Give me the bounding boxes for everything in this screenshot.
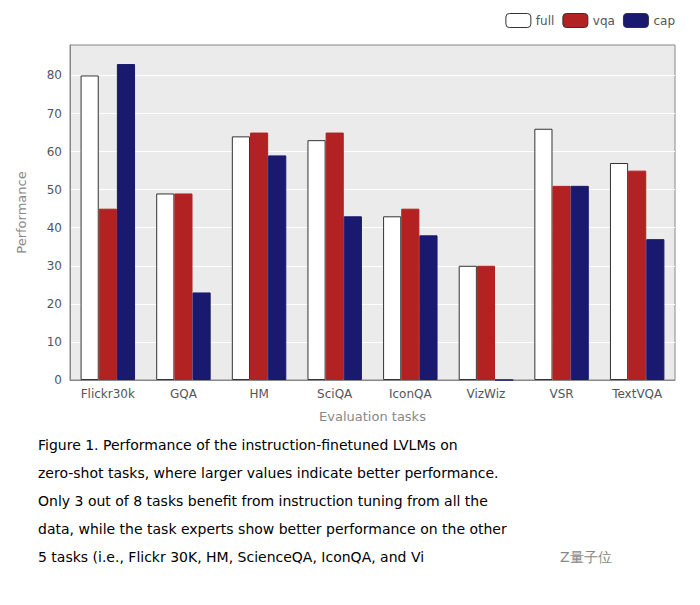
svg-text:VSR: VSR [549,387,573,401]
svg-text:Z量子位: Z量子位 [560,549,612,565]
svg-text:60: 60 [47,145,62,159]
svg-text:20: 20 [47,297,62,311]
svg-text:0: 0 [54,373,62,387]
svg-text:full: full [536,14,555,28]
svg-text:vqa: vqa [593,14,615,28]
svg-text:VizWiz: VizWiz [467,387,506,401]
svg-text:70: 70 [47,107,62,121]
svg-text:Flickr30k: Flickr30k [81,387,135,401]
svg-text:Only 3 out of 8 tasks benefit: Only 3 out of 8 tasks benefit from instr… [38,493,488,509]
svg-text:Performance: Performance [14,171,29,253]
svg-text:HM: HM [249,387,268,401]
svg-text:Evaluation tasks: Evaluation tasks [319,409,426,424]
svg-text:SciQA: SciQA [317,387,353,401]
svg-text:50: 50 [47,183,62,197]
svg-text:TextVQA: TextVQA [611,387,663,401]
svg-text:data, while the task experts s: data, while the task experts show better… [38,521,507,537]
svg-text:80: 80 [47,68,62,82]
svg-text:cap: cap [653,14,675,28]
svg-text:5 tasks (i.e., Flickr 30K, HM,: 5 tasks (i.e., Flickr 30K, HM, ScienceQA… [38,549,424,565]
svg-text:40: 40 [47,221,62,235]
svg-text:GQA: GQA [170,387,198,401]
svg-text:IconQA: IconQA [389,387,433,401]
svg-text:10: 10 [47,335,62,349]
svg-text:zero-shot tasks, where larger: zero-shot tasks, where larger values ind… [38,465,499,481]
svg-text:Figure 1. Performance of the i: Figure 1. Performance of the instruction… [38,437,458,453]
svg-text:30: 30 [47,259,62,273]
